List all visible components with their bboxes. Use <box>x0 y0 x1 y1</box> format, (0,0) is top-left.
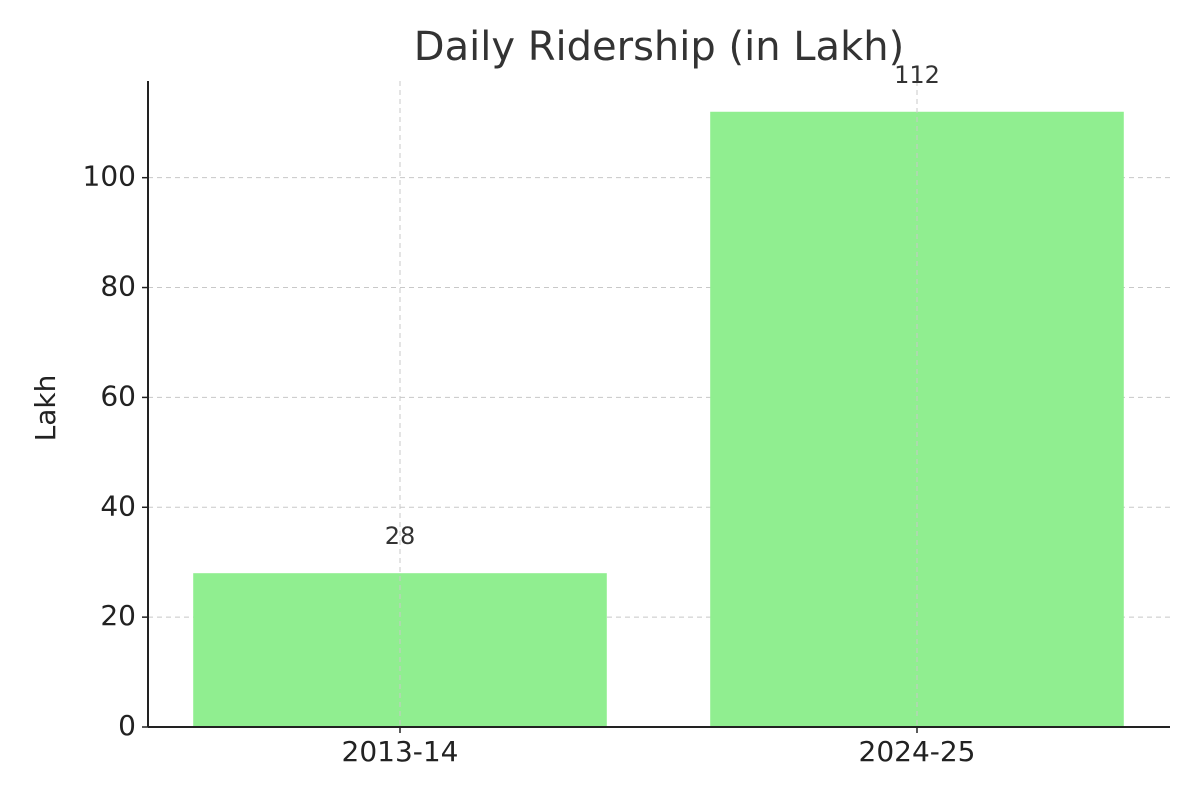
y-tick-label: 20 <box>100 599 136 632</box>
y-tick-label: 60 <box>100 379 136 412</box>
data-label: 28 <box>385 522 416 550</box>
y-axis-label: Lakh <box>29 375 62 442</box>
y-tick-label: 80 <box>100 270 136 303</box>
y-tick-label: 0 <box>118 709 136 742</box>
chart-title: Daily Ridership (in Lakh) <box>414 24 904 70</box>
data-label: 112 <box>894 61 940 89</box>
x-tick-label: 2013-14 <box>342 735 459 768</box>
x-tick-label: 2024-25 <box>859 735 976 768</box>
y-tick-label: 40 <box>100 489 136 522</box>
y-tick-label: 100 <box>83 160 136 193</box>
